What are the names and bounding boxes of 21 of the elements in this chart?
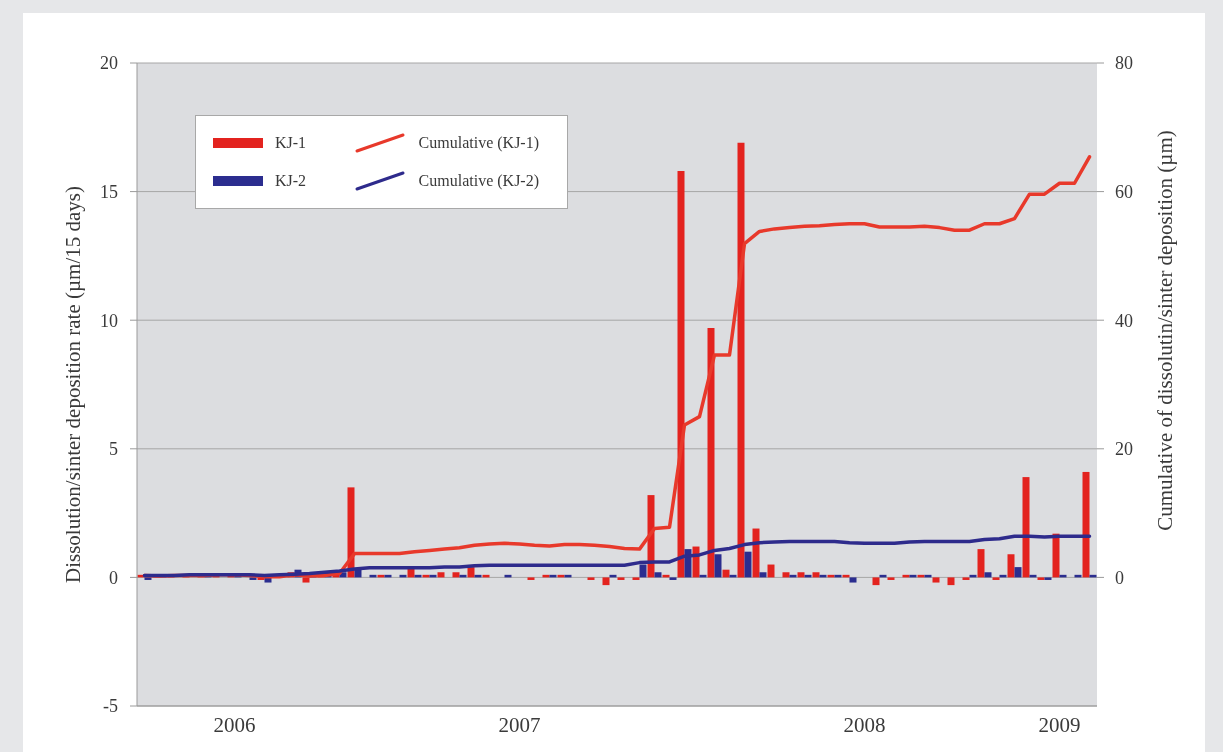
y-tick-label: -5 xyxy=(103,696,118,717)
x-tick-label: 2007 xyxy=(498,712,541,737)
legend-label: Cumulative (KJ-2) xyxy=(418,172,540,190)
y2-tick-label: 60 xyxy=(1115,181,1133,202)
y2-tick-label: 40 xyxy=(1115,310,1133,331)
y-axis-title: Dissolution/sinter deposition rate (µm/15 days) xyxy=(61,185,85,584)
legend-label: KJ-1 xyxy=(275,134,307,152)
y-tick-label: 20 xyxy=(100,53,118,74)
y-tick-label: 0 xyxy=(109,567,118,588)
y2-tick-label: 20 xyxy=(1115,439,1133,460)
y-tick-label: 10 xyxy=(100,310,118,331)
y-tick-label: 5 xyxy=(109,439,118,460)
y2-tick-label: 0 xyxy=(1115,567,1124,588)
legend-label: Cumulative (KJ-1) xyxy=(418,134,540,152)
y2-axis-title: Cumulative of dissolutin/sinter deposition (µm) xyxy=(1153,130,1177,531)
y-tick-label: 15 xyxy=(100,181,118,202)
x-tick-label: 2009 xyxy=(1038,712,1081,737)
x-tick-label: 2006 xyxy=(213,712,256,737)
y2-tick-label: 80 xyxy=(1115,53,1133,74)
legend-label: KJ-2 xyxy=(275,172,307,190)
x-tick-label: 2008 xyxy=(843,712,886,737)
